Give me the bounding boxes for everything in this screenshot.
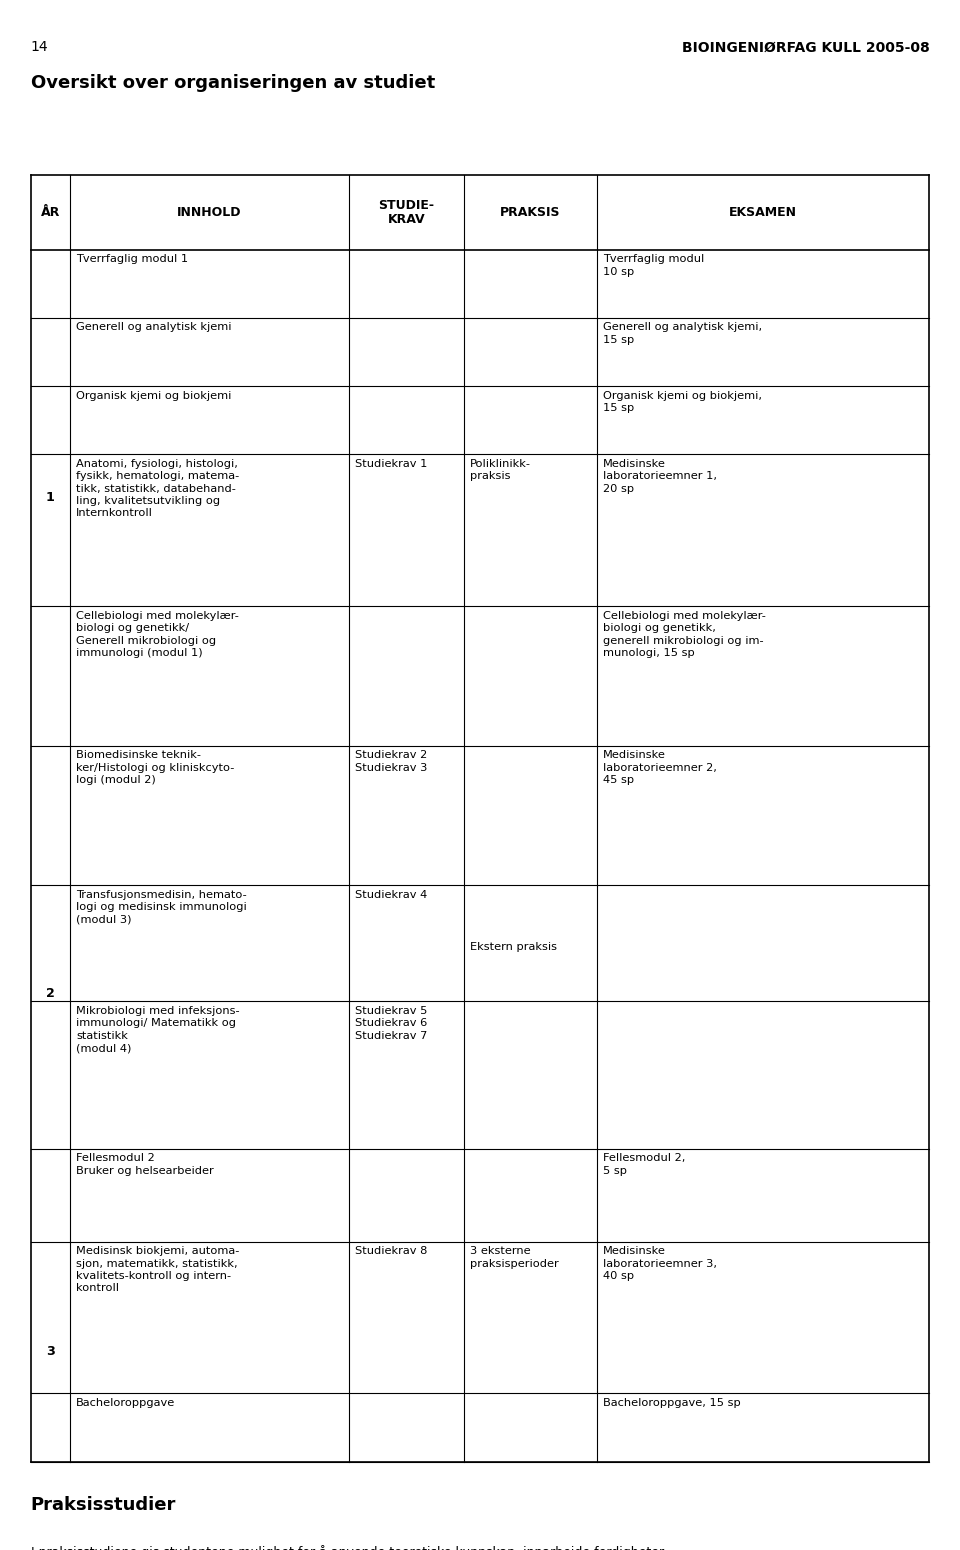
Text: Studiekrav 2
Studiekrav 3: Studiekrav 2 Studiekrav 3 [354, 750, 427, 772]
Text: Medisinske
laboratorieemner 2,
45 sp: Medisinske laboratorieemner 2, 45 sp [603, 750, 716, 784]
Text: Generell og analytisk kjemi,
15 sp: Generell og analytisk kjemi, 15 sp [603, 322, 761, 344]
Text: Organisk kjemi og biokjemi: Organisk kjemi og biokjemi [76, 391, 231, 400]
Text: Cellebiologi med molekylær-
biologi og genetikk,
generell mikrobiologi og im-
mu: Cellebiologi med molekylær- biologi og g… [603, 611, 765, 657]
Text: BIOINGENIØRFAG KULL 2005-08: BIOINGENIØRFAG KULL 2005-08 [682, 40, 929, 54]
Text: Transfusjonsmedisin, hemato-
logi og medisinsk immunologi
(modul 3): Transfusjonsmedisin, hemato- logi og med… [76, 890, 247, 924]
Text: Bacheloroppgave, 15 sp: Bacheloroppgave, 15 sp [603, 1398, 740, 1407]
Text: Medisinske
laboratorieemner 1,
20 sp: Medisinske laboratorieemner 1, 20 sp [603, 459, 716, 493]
Text: Bacheloroppgave: Bacheloroppgave [76, 1398, 176, 1407]
Text: Tverrfaglig modul
10 sp: Tverrfaglig modul 10 sp [603, 254, 704, 276]
Text: Organisk kjemi og biokjemi,
15 sp: Organisk kjemi og biokjemi, 15 sp [603, 391, 761, 412]
Text: INNHOLD: INNHOLD [178, 206, 242, 219]
Text: Studiekrav 4: Studiekrav 4 [354, 890, 427, 899]
Text: STUDIE-
KRAV: STUDIE- KRAV [378, 198, 434, 226]
Text: Poliklinikk-
praksis: Poliklinikk- praksis [469, 459, 531, 480]
Text: EKSAMEN: EKSAMEN [729, 206, 797, 219]
Text: Biomedisinske teknik-
ker/Histologi og kliniskcyto-
logi (modul 2): Biomedisinske teknik- ker/Histologi og k… [76, 750, 234, 784]
Text: 3: 3 [46, 1345, 55, 1358]
Text: Medisinske
laboratorieemner 3,
40 sp: Medisinske laboratorieemner 3, 40 sp [603, 1246, 716, 1280]
Text: Ekstern praksis: Ekstern praksis [469, 942, 557, 952]
Text: Studiekrav 8: Studiekrav 8 [354, 1246, 427, 1256]
Text: Studiekrav 5
Studiekrav 6
Studiekrav 7: Studiekrav 5 Studiekrav 6 Studiekrav 7 [354, 1006, 427, 1040]
Text: PRAKSIS: PRAKSIS [500, 206, 561, 219]
Text: Cellebiologi med molekylær-
biologi og genetikk/
Generell mikrobiologi og
immuno: Cellebiologi med molekylær- biologi og g… [76, 611, 239, 657]
Text: Praksisstudier: Praksisstudier [31, 1496, 176, 1514]
Text: Anatomi, fysiologi, histologi,
fysikk, hematologi, matema-
tikk, statistikk, dat: Anatomi, fysiologi, histologi, fysikk, h… [76, 459, 239, 518]
Text: Studiekrav 1: Studiekrav 1 [354, 459, 427, 468]
Text: I praksisstudiene gis studentene mulighet for å anvende teoretiske kunnskap, inn: I praksisstudiene gis studentene mulighe… [31, 1545, 664, 1550]
Text: 1: 1 [46, 491, 55, 504]
Text: 14: 14 [31, 40, 48, 54]
Text: Fellesmodul 2,
5 sp: Fellesmodul 2, 5 sp [603, 1153, 684, 1175]
Text: Oversikt over organiseringen av studiet: Oversikt over organiseringen av studiet [31, 74, 435, 93]
Text: Generell og analytisk kjemi: Generell og analytisk kjemi [76, 322, 231, 332]
Text: Medisinsk biokjemi, automa-
sjon, matematikk, statistikk,
kvalitets-kontroll og : Medisinsk biokjemi, automa- sjon, matema… [76, 1246, 239, 1293]
Text: 2: 2 [46, 987, 55, 1000]
Text: 3 eksterne
praksisperioder: 3 eksterne praksisperioder [469, 1246, 559, 1268]
Text: ÅR: ÅR [41, 206, 60, 219]
Text: Tverrfaglig modul 1: Tverrfaglig modul 1 [76, 254, 188, 264]
Text: Fellesmodul 2
Bruker og helsearbeider: Fellesmodul 2 Bruker og helsearbeider [76, 1153, 214, 1175]
Text: Mikrobiologi med infeksjons-
immunologi/ Matematikk og
statistikk
(modul 4): Mikrobiologi med infeksjons- immunologi/… [76, 1006, 240, 1052]
